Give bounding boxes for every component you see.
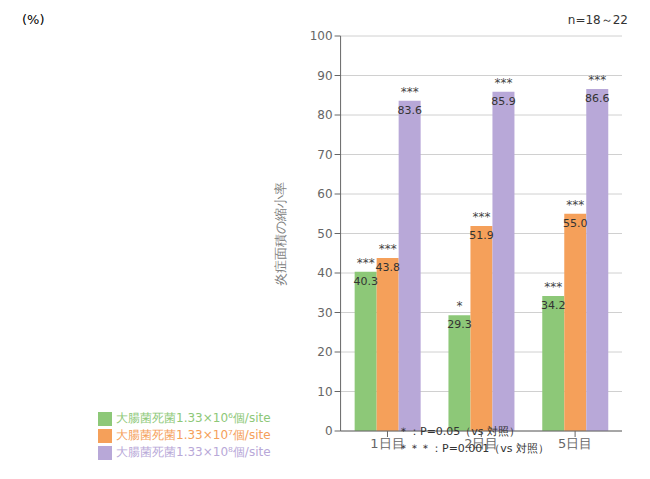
svg-text:60: 60 — [317, 187, 332, 201]
svg-text:50: 50 — [317, 227, 332, 241]
svg-text:1日目: 1日目 — [370, 436, 405, 452]
svg-text:70: 70 — [317, 148, 332, 162]
svg-text:51.9: 51.9 — [469, 229, 494, 242]
svg-text:80: 80 — [317, 108, 332, 122]
svg-text:55.0: 55.0 — [563, 217, 588, 230]
svg-text:90: 90 — [317, 69, 332, 83]
svg-text:炎症面積の縮小率: 炎症面積の縮小率 — [273, 182, 288, 286]
svg-text:***: *** — [494, 76, 512, 90]
svg-text:85.9: 85.9 — [491, 95, 516, 108]
svg-text:29.3: 29.3 — [447, 318, 472, 331]
svg-text:40.3: 40.3 — [353, 275, 378, 288]
html-text:＊：P=0.05（vs 対照）: ＊：P=0.05（vs 対照） — [398, 425, 521, 438]
svg-text:*: * — [456, 299, 462, 313]
svg-text:5日目: 5日目 — [558, 436, 592, 451]
svg-text:40: 40 — [317, 266, 332, 280]
html-text:n=18～22: n=18～22 — [567, 13, 628, 27]
svg-text:***: *** — [472, 210, 490, 224]
svg-text:100: 100 — [310, 29, 333, 43]
svg-text:0: 0 — [325, 424, 333, 438]
svg-text:***: *** — [588, 73, 606, 87]
svg-text:***: *** — [379, 242, 397, 256]
html-text:大腸菌死菌1.33×10⁶個/site: 大腸菌死菌1.33×10⁶個/site — [116, 411, 271, 425]
svg-text:***: *** — [566, 198, 584, 212]
html-text:＊＊＊：P=0.001（vs 対照）: ＊＊＊：P=0.001（vs 対照） — [398, 442, 550, 455]
html-text:大腸菌死菌1.33×10⁸個/site: 大腸菌死菌1.33×10⁸個/site — [116, 445, 271, 459]
html-text:大腸菌死菌1.33×10⁷個/site: 大腸菌死菌1.33×10⁷個/site — [116, 428, 271, 442]
svg-text:10: 10 — [317, 385, 332, 399]
svg-text:86.6: 86.6 — [585, 92, 610, 105]
svg-text:***: *** — [544, 280, 562, 294]
svg-text:34.2: 34.2 — [541, 299, 566, 312]
svg-text:83.6: 83.6 — [397, 104, 422, 117]
svg-text:***: *** — [401, 85, 419, 99]
svg-text:30: 30 — [317, 306, 332, 320]
svg-text:***: *** — [357, 256, 375, 270]
svg-text:43.8: 43.8 — [375, 261, 400, 274]
svg-text:20: 20 — [317, 345, 332, 359]
